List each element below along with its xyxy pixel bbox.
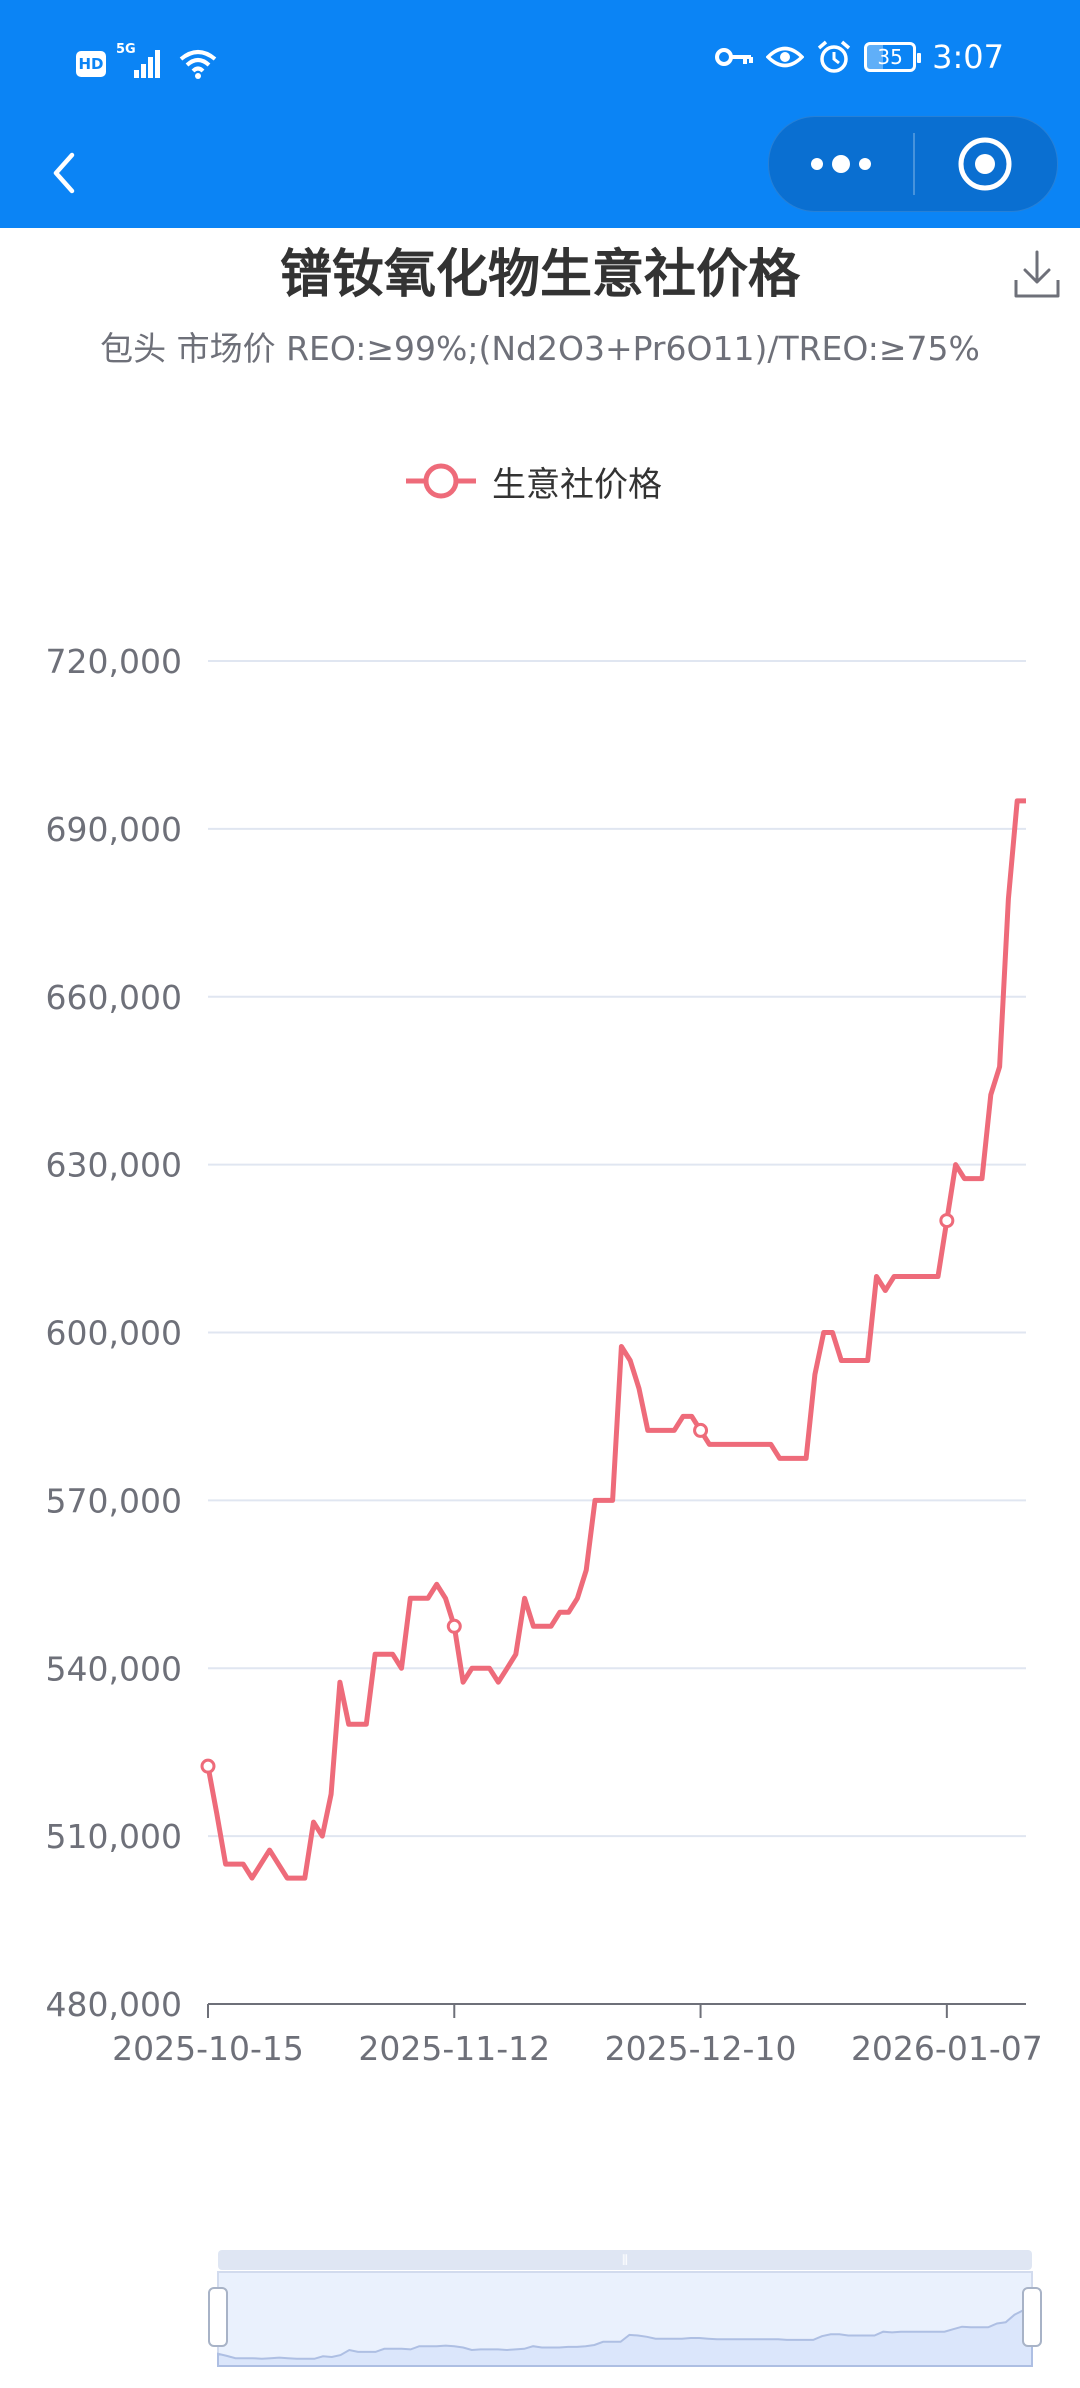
datazoom-left-handle[interactable] (208, 2287, 228, 2347)
clock: 3:07 (932, 38, 1004, 76)
download-icon (1014, 250, 1060, 298)
hd-badge: HD (76, 51, 106, 77)
datazoom-area-preview (217, 2309, 1033, 2367)
y-tick-label: 540,000 (46, 1649, 182, 1688)
data-point-marker (693, 1422, 709, 1438)
datazoom-slider[interactable]: ⦀ (200, 2250, 1050, 2372)
close-mini-program-button[interactable] (915, 117, 1057, 211)
y-tick-label: 600,000 (46, 1314, 182, 1353)
datazoom-grip-icon: ⦀ (622, 2253, 628, 2269)
y-tick-label: 630,000 (46, 1146, 182, 1185)
key-icon (715, 48, 754, 66)
x-tick-label: 2025-10-15 (112, 2029, 304, 2068)
network-type-label: 5G (116, 42, 136, 57)
download-button[interactable] (1012, 248, 1062, 300)
more-button[interactable] (769, 117, 913, 211)
y-tick-label: 660,000 (46, 978, 182, 1017)
more-dots-icon (811, 155, 871, 173)
back-button[interactable] (42, 138, 92, 208)
legend-series-label: 生意社价格 (492, 464, 662, 505)
y-tick-label: 480,000 (46, 1985, 182, 2024)
chart-title: 镨钕氧化物生意社价格 (279, 245, 800, 305)
battery-level: 35 (877, 45, 903, 69)
status-bar: HD 5G (0, 0, 1080, 130)
y-tick-label: 720,000 (46, 642, 182, 681)
nav-bar (0, 130, 1080, 228)
chart-legend[interactable]: 生意社价格 (404, 456, 662, 506)
datazoom-right-handle[interactable] (1022, 2287, 1042, 2347)
datazoom-top-handle-bar[interactable] (218, 2250, 1032, 2270)
eye-icon (766, 46, 805, 68)
chevron-left-icon (53, 152, 75, 194)
legend-line-marker-icon (406, 463, 476, 499)
target-close-icon (958, 137, 1012, 191)
mini-program-capsule (768, 116, 1058, 212)
alarm-icon (818, 40, 851, 73)
y-tick-label: 570,000 (46, 1481, 182, 1520)
y-tick-label: 510,000 (46, 1817, 182, 1856)
series-line (205, 798, 1026, 1881)
data-point-marker (446, 1618, 462, 1634)
x-tick-label: 2025-12-10 (605, 2029, 797, 2068)
chart-subtitle: 包头 市场价 REO:≥99%;(Nd2O3+Pr6O11)/TREO:≥75% (100, 329, 980, 368)
data-point-marker (200, 1758, 216, 1774)
y-tick-label: 690,000 (46, 810, 182, 849)
header-bar: HD 5G (0, 0, 1080, 228)
cellular-signal-icon: 5G (116, 42, 168, 84)
data-point-marker (939, 1213, 955, 1229)
line-chart: 720,000 690,000 660,000 630,000 600,000 570,0… (46, 642, 1043, 2068)
battery-icon: 35 (864, 42, 922, 72)
x-tick-label: 2026-01-07 (851, 2029, 1043, 2068)
x-tick-label: 2025-11-12 (358, 2029, 550, 2068)
wifi-icon (179, 50, 217, 79)
capsule-divider (913, 133, 915, 195)
